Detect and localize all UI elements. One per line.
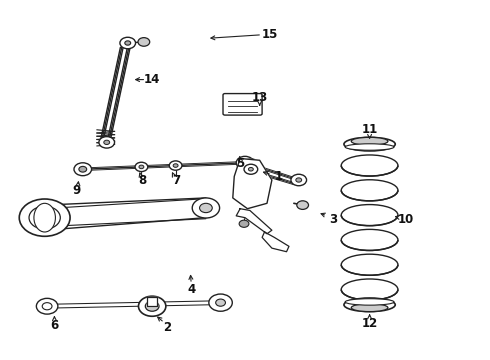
Polygon shape [45, 198, 206, 230]
Circle shape [120, 37, 136, 49]
Ellipse shape [345, 144, 394, 150]
Ellipse shape [351, 304, 388, 312]
Text: 4: 4 [187, 283, 196, 296]
Circle shape [29, 206, 60, 229]
Text: 5: 5 [236, 157, 244, 170]
Circle shape [241, 160, 249, 166]
Circle shape [74, 163, 92, 176]
Circle shape [209, 294, 232, 311]
Polygon shape [147, 297, 157, 306]
Ellipse shape [344, 298, 395, 312]
Circle shape [244, 164, 258, 174]
Ellipse shape [341, 229, 398, 251]
Circle shape [139, 296, 166, 316]
Circle shape [291, 174, 307, 186]
Text: 12: 12 [362, 317, 378, 330]
Circle shape [146, 301, 159, 311]
Polygon shape [233, 158, 272, 209]
Text: 2: 2 [163, 320, 171, 333]
Text: 10: 10 [398, 213, 415, 226]
Text: 7: 7 [172, 174, 181, 186]
Circle shape [173, 164, 178, 167]
Circle shape [36, 298, 58, 314]
Circle shape [248, 162, 254, 167]
Ellipse shape [341, 254, 398, 275]
Ellipse shape [351, 137, 388, 145]
Ellipse shape [344, 137, 395, 151]
Circle shape [135, 162, 148, 172]
Circle shape [125, 41, 131, 45]
Text: 6: 6 [50, 319, 59, 332]
Circle shape [99, 136, 115, 148]
Circle shape [139, 165, 144, 169]
Polygon shape [236, 209, 272, 234]
Circle shape [79, 166, 87, 172]
Circle shape [104, 140, 110, 144]
Circle shape [236, 156, 254, 169]
Text: 8: 8 [138, 174, 147, 186]
Text: 15: 15 [261, 28, 278, 41]
Circle shape [243, 159, 259, 170]
Ellipse shape [341, 204, 398, 226]
Text: 14: 14 [144, 73, 160, 86]
Ellipse shape [345, 299, 394, 305]
Ellipse shape [34, 203, 55, 232]
Circle shape [248, 167, 253, 171]
Circle shape [138, 38, 150, 46]
Circle shape [169, 161, 182, 170]
Circle shape [42, 303, 52, 310]
Text: 11: 11 [362, 123, 378, 136]
Polygon shape [262, 232, 289, 252]
Circle shape [296, 178, 302, 182]
Ellipse shape [341, 279, 398, 300]
Ellipse shape [341, 180, 398, 201]
Text: 3: 3 [329, 213, 337, 226]
Circle shape [239, 220, 249, 227]
Circle shape [297, 201, 309, 210]
Text: 1: 1 [275, 170, 283, 183]
FancyBboxPatch shape [223, 94, 262, 115]
Ellipse shape [341, 155, 398, 176]
Circle shape [192, 198, 220, 218]
Text: 9: 9 [73, 184, 80, 197]
Circle shape [199, 203, 212, 213]
Circle shape [216, 299, 225, 306]
Circle shape [19, 199, 70, 236]
Text: 13: 13 [251, 91, 268, 104]
